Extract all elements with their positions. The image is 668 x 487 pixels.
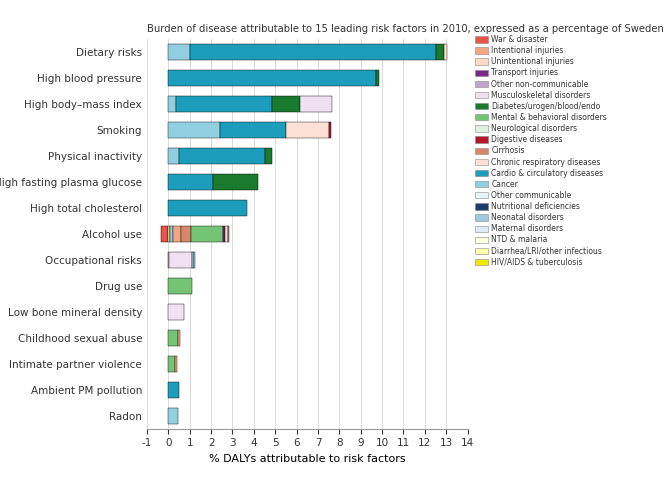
Bar (213, 174, 258, 190)
Bar (168, 174, 213, 190)
Bar (375, 70, 379, 86)
Bar (170, 252, 192, 268)
Bar (168, 278, 192, 294)
Bar (190, 225, 222, 242)
Bar (228, 225, 230, 242)
Bar (265, 148, 272, 164)
Bar (181, 225, 190, 242)
Bar (168, 44, 190, 60)
Bar (444, 44, 448, 60)
Text: Burden of disease attributable to 15 leading risk factors in 2010, expressed as : Burden of disease attributable to 15 lea… (147, 24, 668, 34)
Bar (168, 330, 178, 346)
Bar (168, 70, 375, 86)
Bar (168, 408, 178, 424)
Bar (286, 122, 329, 138)
Bar (225, 225, 228, 242)
Bar (300, 96, 332, 112)
Bar (220, 122, 286, 138)
Bar (329, 122, 331, 138)
Bar (168, 225, 170, 242)
Bar (176, 96, 272, 112)
Bar (190, 44, 436, 60)
Bar (161, 225, 168, 242)
Bar (174, 225, 181, 242)
Bar (436, 44, 444, 60)
Bar (168, 122, 220, 138)
Bar (168, 303, 184, 320)
Bar (179, 148, 265, 164)
Bar (175, 356, 177, 372)
Bar (168, 252, 170, 268)
Bar (168, 96, 176, 112)
Bar (168, 148, 179, 164)
Bar (222, 225, 225, 242)
X-axis label: % DALYs attributable to risk factors: % DALYs attributable to risk factors (209, 454, 405, 464)
Bar (272, 96, 300, 112)
Bar (168, 381, 179, 398)
Bar (168, 356, 175, 372)
Bar (192, 252, 194, 268)
Legend: War & disaster, Intentional injuries, Unintentional injuries, Transport injuries: War & disaster, Intentional injuries, Un… (475, 35, 607, 267)
Bar (194, 252, 195, 268)
Bar (178, 330, 180, 346)
Bar (170, 225, 174, 242)
Bar (168, 200, 247, 216)
